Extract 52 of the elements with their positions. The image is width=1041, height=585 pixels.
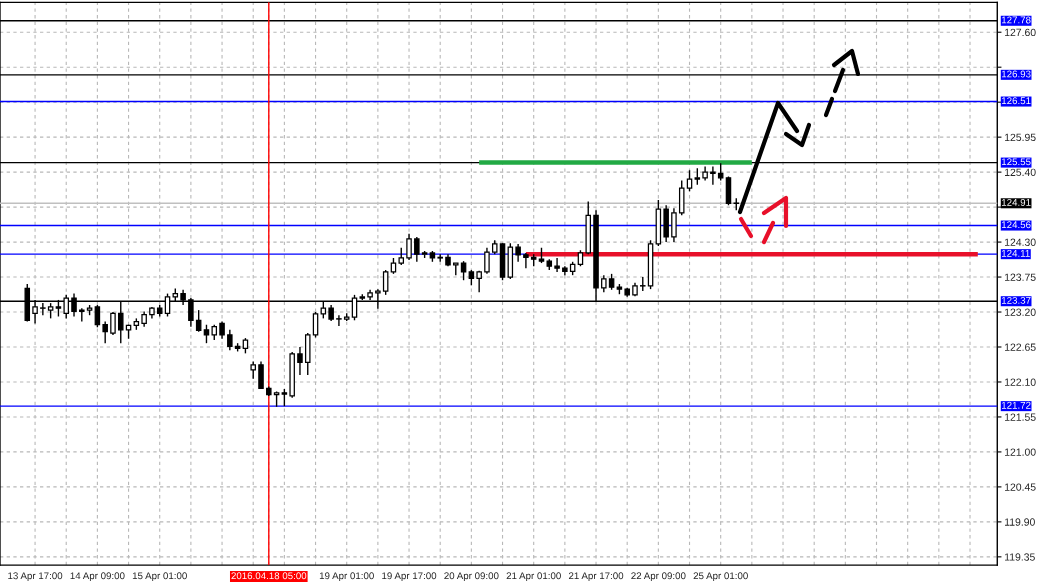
candlestick: [460, 260, 467, 281]
candlestick: [110, 311, 116, 336]
candlestick: [297, 346, 303, 376]
y-tick-label: 119.35: [1005, 553, 1035, 561]
y-tick-label: 123.20: [1005, 308, 1036, 316]
candlestick: [79, 307, 85, 323]
y-tick-label: 127.60: [1005, 28, 1036, 37]
candlestick: [94, 304, 101, 328]
ref-line-label: 127.78: [1002, 16, 1031, 24]
x-tick-label: 2016.04.18 05:00: [231, 572, 307, 580]
x-tick-label: 19 Apr 17:00: [382, 572, 437, 582]
x-tick-label: 22 Apr 09:00: [631, 572, 686, 582]
y-tick-label: 125.40: [1005, 168, 1036, 176]
candlestick: [484, 247, 490, 275]
x-tick-label: 14 Apr 09:00: [70, 572, 125, 582]
x-tick-label: 19 Apr 01:00: [319, 572, 374, 582]
ref-line-label: 126.51: [1002, 97, 1031, 105]
candlestick: [312, 311, 319, 339]
candlestick: [227, 329, 233, 351]
candlestick: [686, 169, 693, 192]
ref-line-label: 124.91: [1002, 199, 1031, 206]
ref-line-label: 125.55: [1002, 158, 1031, 166]
candlestick: [554, 257, 560, 273]
y-tick-label: 122.10: [1005, 378, 1036, 386]
x-tick-label: 15 Apr 01:00: [132, 572, 187, 582]
ref-line-label: 121.72: [1002, 401, 1031, 409]
candlestick: [382, 269, 389, 296]
x-tick-label: 25 Apr 01:00: [693, 572, 748, 582]
x-tick-label: 20 Apr 09:00: [444, 572, 499, 582]
y-tick-label: 125.95: [1005, 133, 1036, 142]
x-tick-label: 13 Apr 17:00: [8, 572, 63, 582]
candlestick: [523, 252, 529, 269]
y-tick-label: 119.90: [1005, 518, 1035, 526]
y-tick-label: 123.75: [1005, 273, 1036, 281]
candlestick: [203, 324, 210, 344]
candlestick: [102, 320, 108, 344]
candlestick: [406, 233, 412, 261]
x-tick-label: 21 Apr 17:00: [568, 572, 624, 582]
ref-line-label: 126.93: [1002, 70, 1031, 78]
candlestick: [710, 165, 716, 186]
ref-line-label: 124.11: [1002, 249, 1030, 257]
y-tick-label: 122.65: [1005, 343, 1036, 351]
y-tick-label: 121.55: [1005, 413, 1036, 421]
ref-line-label: 124.56: [1002, 221, 1031, 229]
candlestick: [258, 360, 264, 390]
ref-line-label: 123.37: [1002, 296, 1031, 304]
y-tick-label: 120.45: [1005, 483, 1036, 491]
candlestick: [336, 314, 342, 327]
y-tick-label: 121.00: [1005, 448, 1036, 456]
y-tick-label: 124.30: [1005, 238, 1036, 246]
candlestick: [414, 236, 420, 263]
x-tick-label: 21 Apr 01:00: [506, 572, 561, 582]
